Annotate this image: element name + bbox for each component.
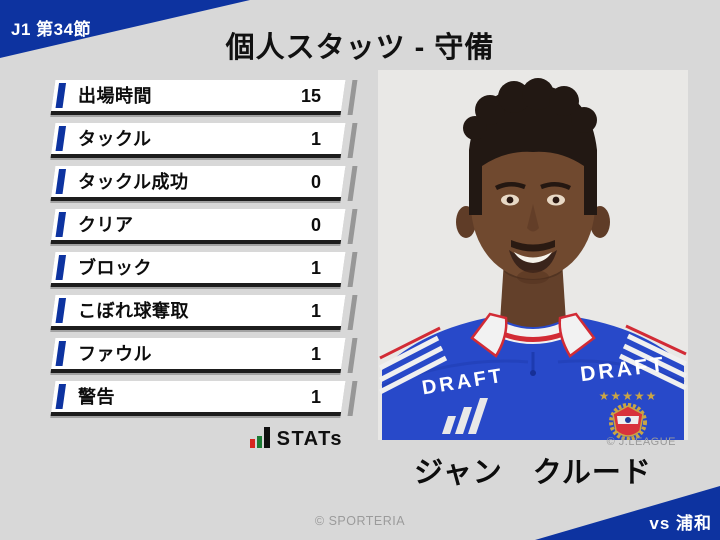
stats-logo-text: STATs: [276, 428, 343, 450]
stat-label: ブロック: [78, 258, 152, 278]
stat-row-minutes: 出場時間 15: [50, 80, 358, 115]
bar-black: [263, 427, 270, 448]
stat-label: こぼれ球奪取: [78, 301, 189, 321]
shoulder-stripes: [378, 333, 688, 395]
slash-decoration: [347, 381, 358, 416]
stats-list: 出場時間 15 タックル 1 タックル成功 0 クリア 0 ブロック 1: [50, 80, 358, 424]
player-photo: DRAFT DRAFT ★★★★★: [378, 70, 688, 440]
stat-row-tackles-won: タックル成功 0: [50, 166, 358, 201]
accent-stripe: [55, 169, 67, 194]
stat-label: タックル: [78, 129, 152, 149]
stat-label: クリア: [78, 215, 134, 235]
stat-label: タックル成功: [78, 172, 189, 192]
round-badge-label: J1 第34節: [11, 20, 92, 39]
stat-label: 出場時間: [78, 86, 152, 106]
player-hair: [463, 78, 597, 215]
jersey-collar: [470, 312, 596, 376]
stat-value: 0: [310, 172, 321, 192]
stat-row-tackles: タックル 1: [50, 123, 358, 158]
slash-decoration: [347, 252, 358, 287]
page-title: 個人スタッツ - 守備: [225, 32, 495, 64]
site-credit: © SPORTERIA: [314, 514, 406, 528]
slash-decoration: [347, 209, 358, 244]
slash-decoration: [347, 338, 358, 373]
accent-stripe: [55, 298, 67, 323]
stat-row-fouls: ファウル 1: [50, 338, 358, 373]
stat-value: 1: [310, 258, 321, 278]
slash-decoration: [347, 166, 358, 201]
accent-stripe: [55, 384, 67, 409]
bar-green: [256, 436, 262, 448]
stat-row-loose-ball-recoveries: こぼれ球奪取 1: [50, 295, 358, 330]
jersey-stars: ★★★★★: [599, 389, 658, 403]
stat-value: 1: [310, 301, 321, 321]
accent-stripe: [55, 212, 67, 237]
stat-label: ファウル: [78, 344, 152, 364]
accent-stripe: [55, 126, 67, 151]
accent-stripe: [55, 255, 67, 280]
bar-chart-icon: [249, 427, 270, 451]
maker-logo-icon: [442, 398, 488, 434]
stats-logo: STATs: [53, 423, 343, 451]
stat-value: 15: [300, 86, 321, 106]
photo-credit: © J.LEAGUE: [606, 436, 676, 448]
opponent-badge-label: vs 浦和: [649, 514, 712, 533]
bar-red: [249, 439, 255, 448]
slash-decoration: [347, 295, 358, 330]
player-head: [456, 78, 610, 284]
stat-value: 1: [310, 129, 321, 149]
slash-decoration: [347, 80, 358, 115]
slash-decoration: [347, 123, 358, 158]
stat-value: 0: [310, 215, 321, 235]
stat-value: 1: [310, 344, 321, 364]
stat-label: 警告: [78, 387, 115, 407]
accent-stripe: [55, 341, 67, 366]
player-name: ジャン クルード: [414, 457, 652, 489]
player-jersey: DRAFT DRAFT ★★★★★: [378, 312, 688, 440]
stat-row-yellow-cards: 警告 1: [50, 381, 358, 416]
stat-row-clearances: クリア 0: [50, 209, 358, 244]
stat-value: 1: [310, 387, 321, 407]
stat-row-blocks: ブロック 1: [50, 252, 358, 287]
accent-stripe: [55, 83, 67, 108]
club-crest: [609, 403, 647, 440]
